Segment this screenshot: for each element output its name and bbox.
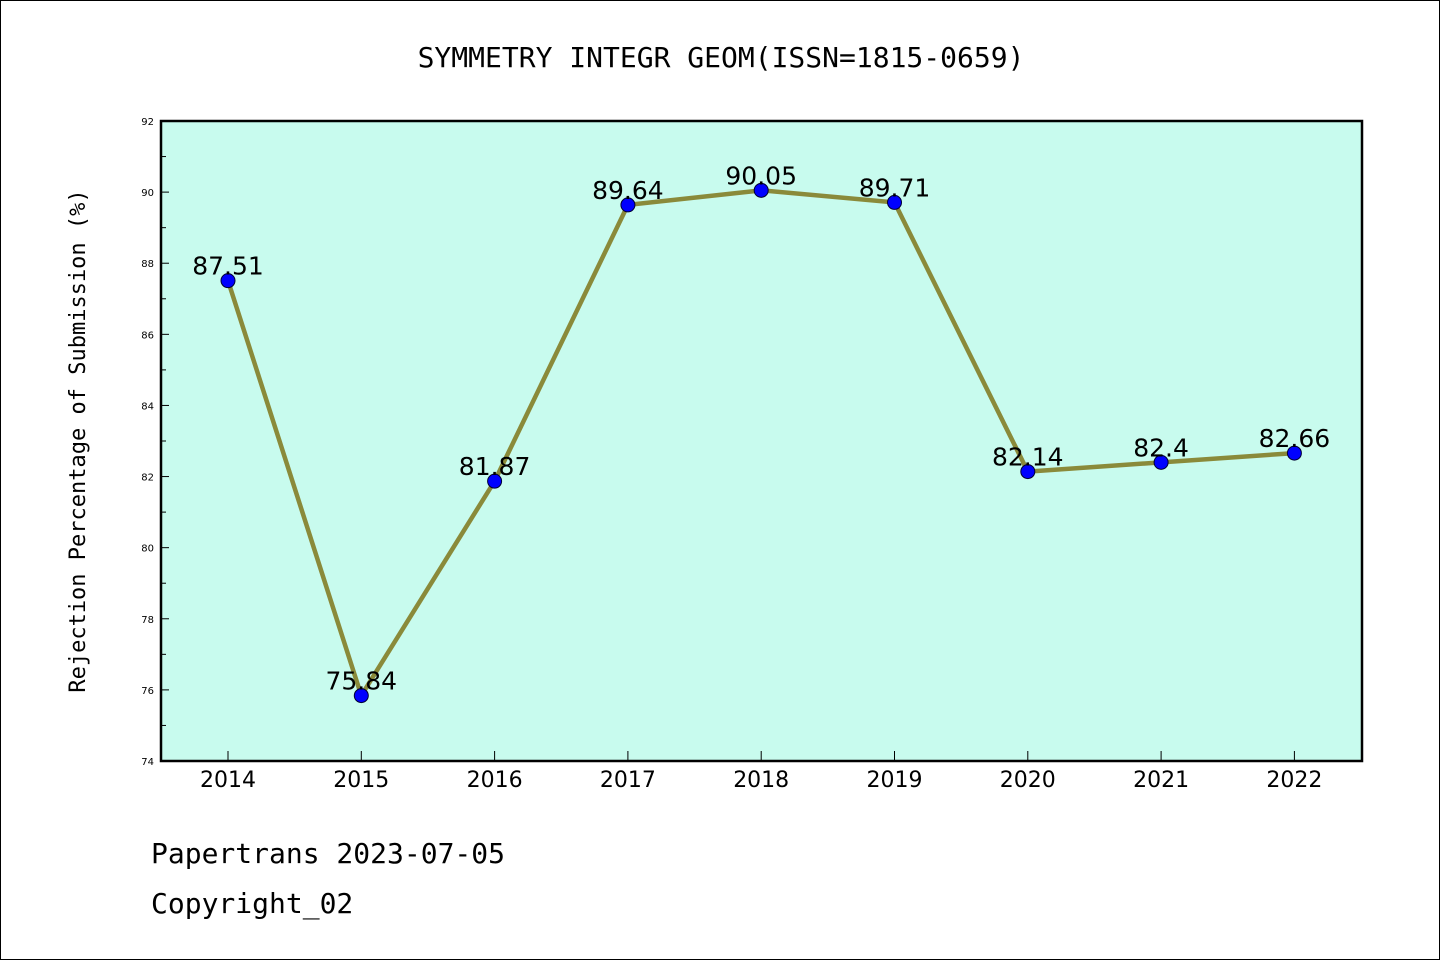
y-tick-label: 86 xyxy=(141,330,154,341)
y-axis: 74 76 78 80 82 84 86 88 90 92 xyxy=(141,117,169,768)
data-point xyxy=(887,194,902,210)
x-tick-label: 2021 xyxy=(1133,768,1189,793)
data-point xyxy=(1286,445,1302,461)
y-tick-label: 90 xyxy=(141,188,154,199)
data-label: 89.64 xyxy=(592,176,664,205)
data-label: 82.66 xyxy=(1259,424,1331,453)
plot-border xyxy=(159,119,1364,763)
data-label: 87.51 xyxy=(192,252,264,281)
data-label: 81.87 xyxy=(459,452,531,481)
data-point xyxy=(620,197,636,213)
x-tick-label: 2020 xyxy=(1000,768,1056,793)
data-point xyxy=(220,273,236,289)
chart-title: SYMMETRY INTEGR GEOM(ISSN=1815-0659) xyxy=(418,41,1025,74)
data-label: 90.05 xyxy=(725,161,797,190)
data-label: 89.71 xyxy=(859,173,931,202)
data-point xyxy=(1153,454,1169,470)
y-tick-label: 88 xyxy=(141,259,154,270)
data-point xyxy=(487,473,503,489)
x-tick-label: 2017 xyxy=(600,768,656,793)
y-tick-label: 80 xyxy=(141,544,154,555)
data-label: 75.84 xyxy=(326,667,398,696)
x-tick-label: 2014 xyxy=(200,768,256,793)
y-tick-label: 78 xyxy=(141,615,154,626)
x-tick-label: 2016 xyxy=(467,768,523,793)
series-rejection xyxy=(220,182,1302,704)
y-tick-label: 74 xyxy=(141,757,154,768)
y-tick-label: 82 xyxy=(141,473,154,484)
footer-copyright: Copyright_02 xyxy=(151,887,354,920)
x-tick-label: 2015 xyxy=(333,768,389,793)
x-tick-label: 2018 xyxy=(733,768,789,793)
x-axis: 2014 2015 2016 2017 2018 2019 2020 2021 2022 xyxy=(200,751,1322,793)
footer-date: Papertrans 2023-07-05 xyxy=(151,837,506,870)
data-point xyxy=(753,182,769,198)
data-point xyxy=(1020,464,1036,480)
y-tick-label: 76 xyxy=(141,686,154,697)
plot-area xyxy=(161,121,1362,761)
data-point xyxy=(353,688,369,704)
y-tick-label: 92 xyxy=(141,117,154,128)
data-label: 82.4 xyxy=(1133,433,1189,462)
y-tick-label: 84 xyxy=(141,401,154,412)
data-labels: 87.51 75.84 81.87 89.64 90.05 89.71 82.14 82.4 8… xyxy=(192,161,1330,695)
x-tick-label: 2022 xyxy=(1266,768,1322,793)
y-axis-label: Rejection Percentage of Submission (%) xyxy=(66,189,91,692)
data-label: 82.14 xyxy=(992,443,1064,472)
x-tick-label: 2019 xyxy=(867,768,923,793)
